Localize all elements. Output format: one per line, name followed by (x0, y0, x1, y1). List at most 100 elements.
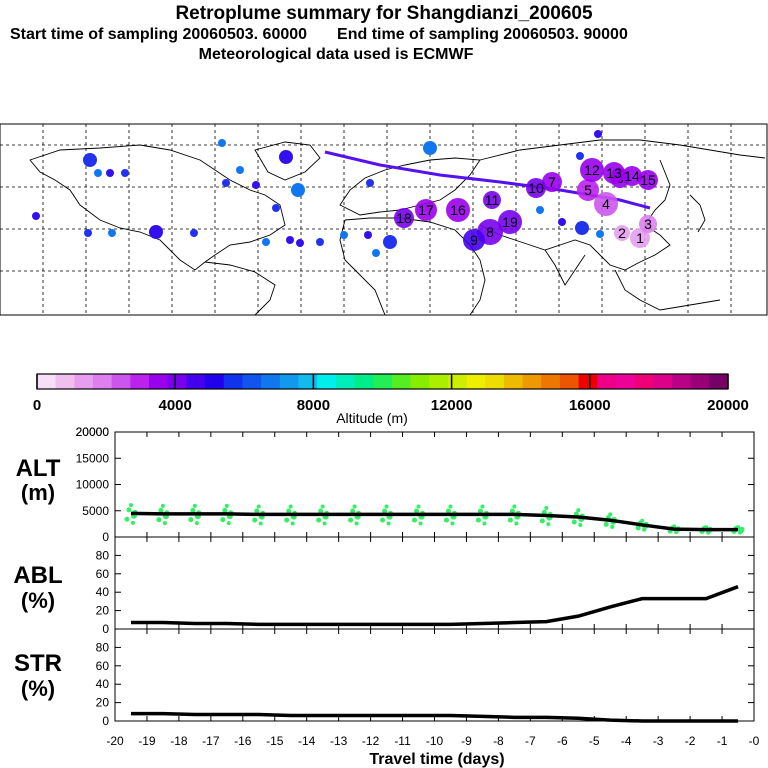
alt-scatter-dot (448, 504, 453, 509)
alt-scatter-dot (290, 521, 295, 526)
colorbar-swatch (186, 374, 206, 389)
colorbar-tick-label: 20000 (707, 397, 749, 414)
colorbar-swatch (671, 374, 692, 389)
colorbar-swatch (634, 374, 654, 389)
plume-bubble-label: 8 (486, 224, 494, 240)
alt-scatter-dot (284, 517, 290, 523)
plume-track (324, 150, 651, 210)
particle-dot (364, 231, 372, 239)
plume-bubble-label: 10 (528, 180, 544, 196)
alt-scatter-dot (188, 517, 194, 523)
alt-scatter-dot (512, 504, 517, 509)
alt-scatter-dot (418, 521, 423, 526)
alt-scatter-dot (445, 508, 451, 514)
alt-scatter-dot (320, 504, 325, 509)
alt-scatter-dot (509, 508, 515, 514)
colorbar-swatch (597, 374, 617, 389)
particle-dot (576, 152, 584, 160)
colorbar-swatch (223, 374, 243, 389)
alt-scatter-dot (477, 508, 483, 514)
coast-asia (479, 139, 766, 271)
x-tick-label: -1 (717, 734, 728, 748)
particle-dot (558, 218, 566, 226)
colorbar-swatch (74, 374, 94, 389)
met-data-label: Meteorological data used is ECMWF (198, 46, 474, 63)
alt-scatter-dot (635, 525, 641, 531)
plume-bubbles: 12345678910111213141516171819 (32, 130, 658, 257)
plume-bubble-label: 5 (584, 182, 592, 198)
y-tick-label: 40 (96, 677, 110, 691)
y-tick-label: 0 (102, 622, 109, 636)
colorbar-tick-label: 0 (33, 397, 41, 414)
colorbar-swatch (298, 374, 318, 389)
particle-dot (575, 221, 589, 235)
y-tick-label: 20000 (76, 425, 110, 439)
x-tick-label: -7 (525, 734, 536, 748)
alt-scatter-dot (386, 521, 391, 526)
coast-india (544, 249, 586, 286)
alt-scatter-dot (414, 508, 420, 514)
colorbar-swatch (391, 374, 412, 389)
x-tick-label: -18 (170, 734, 188, 748)
particle-dot (32, 212, 40, 220)
colorbar: 0 4000 8000 12000 16000 20000 (33, 373, 749, 414)
y-tick-label: 0 (102, 714, 109, 728)
y-tick-label: 5000 (82, 504, 109, 518)
colorbar-label: Altitude (m) (336, 410, 408, 426)
alt-scatter-dot (254, 508, 260, 514)
alt-scatter-dot (252, 517, 258, 523)
x-axis-label: Travel time (days) (369, 751, 504, 768)
alt-scatter-dot (130, 520, 135, 525)
plume-bubble (580, 158, 604, 182)
series-line-abl (130, 585, 739, 627)
alt-scatter-dot (739, 526, 745, 532)
alt-scatter-dot (576, 508, 581, 513)
sampling-times: Start time of sampling 20060503. 60000 En… (0, 26, 628, 44)
alt-scatter-dot (571, 519, 577, 525)
alt-scatter-dot (194, 521, 199, 526)
x-tick-label: -0 (749, 734, 760, 748)
particle-dot (121, 169, 129, 177)
alt-scatter-dot (384, 504, 389, 509)
plume-bubble (630, 228, 650, 248)
world-map: 12345678910111213141516171819 (0, 123, 768, 316)
abl-panel-unit: (%) (21, 588, 55, 613)
alt-scatter-dot (603, 521, 609, 527)
particle-dot (279, 150, 293, 164)
alt-scatter-dot (610, 524, 615, 529)
particle-dot (366, 179, 374, 187)
particle-dot (291, 183, 305, 197)
alt-scatter-dot (226, 521, 231, 526)
coast-south-america (204, 261, 276, 316)
x-tick-label: -17 (202, 734, 220, 748)
particle-dot (372, 249, 380, 257)
alt-scatter-dot (514, 521, 519, 526)
alt-scatter-dot (480, 504, 485, 509)
y-tick-label: 80 (96, 640, 110, 654)
plume-bubble-label: 12 (584, 162, 600, 178)
x-tick-label: -8 (493, 734, 504, 748)
series-line-str (130, 711, 739, 723)
particle-dot (340, 231, 348, 239)
plume-bubble (542, 172, 562, 192)
panel-frame (114, 536, 755, 630)
particle-dot (83, 153, 97, 167)
plume-bubble-label: 14 (624, 168, 640, 184)
alt-scatter-dot (507, 517, 513, 523)
plume-bubble-label: 2 (618, 225, 626, 241)
alt-scatter-dot (348, 517, 354, 523)
alt-scatter-dot (706, 530, 711, 535)
coastlines (29, 139, 766, 316)
alt-scatter-dot (128, 503, 133, 508)
particle-dot (218, 139, 226, 147)
y-tick-label: 15000 (76, 451, 110, 465)
alt-scatter-dot (539, 518, 545, 524)
alt-scatter-dot (352, 504, 357, 509)
start-time-label: Start time of sampling 20060503. 60000 (10, 26, 308, 43)
plume-bubble (639, 215, 657, 233)
alt-scatter-dot (286, 508, 292, 514)
x-tick-label: -13 (330, 734, 348, 748)
y-tick-label: 10000 (76, 478, 110, 492)
plume-bubble-label: 3 (644, 216, 652, 232)
